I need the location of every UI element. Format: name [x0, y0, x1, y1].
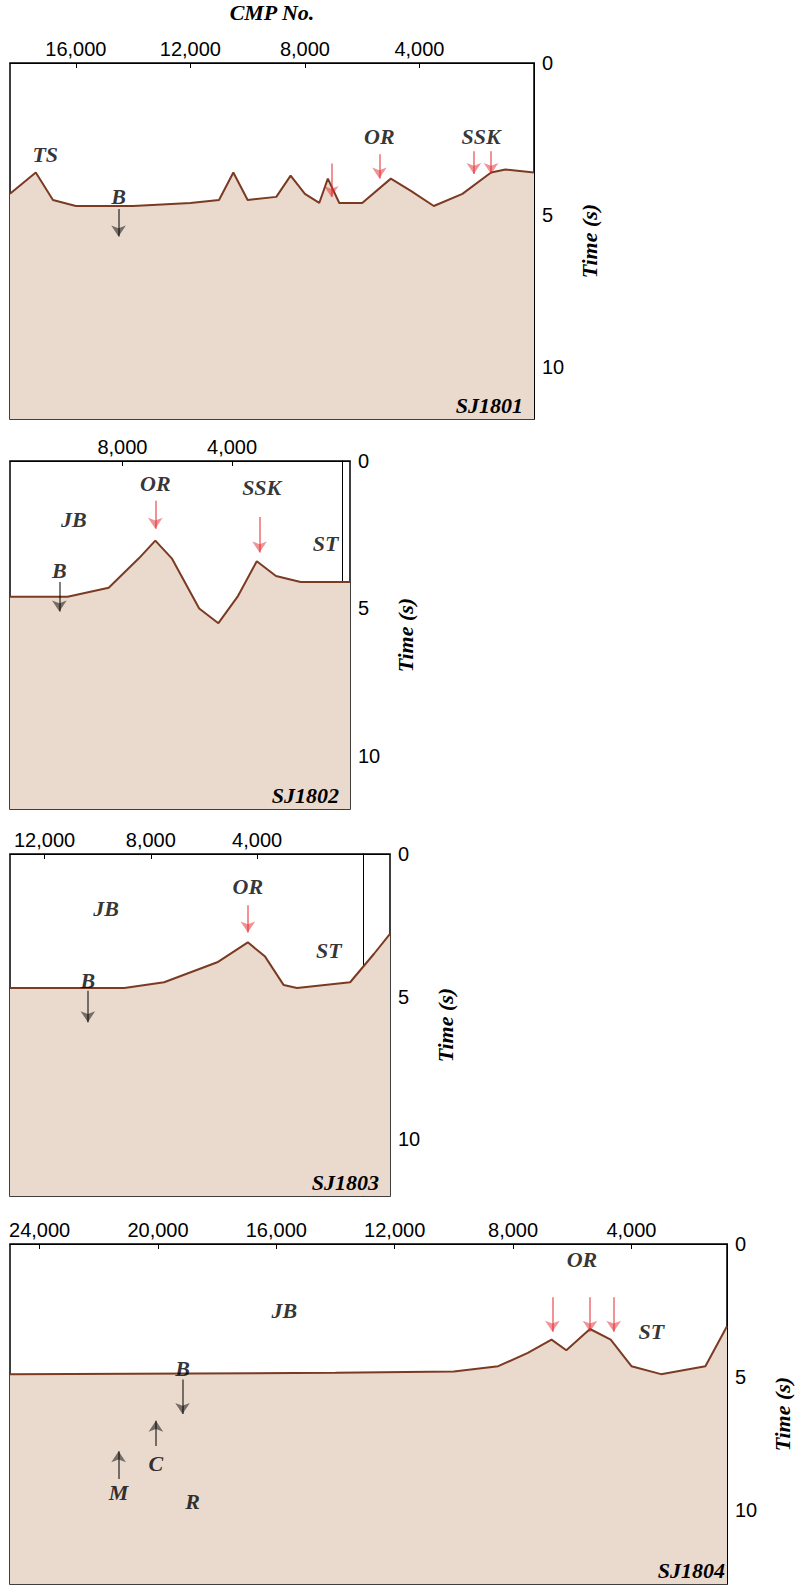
svg-text:JB: JB — [92, 896, 119, 921]
svg-text:OR: OR — [567, 1247, 598, 1272]
svg-text:B: B — [174, 1356, 190, 1381]
svg-text:TS: TS — [32, 142, 58, 167]
svg-text:OR: OR — [364, 124, 395, 149]
svg-text:SSK: SSK — [461, 124, 501, 149]
svg-text:12,000: 12,000 — [160, 38, 221, 60]
svg-text:5: 5 — [398, 986, 409, 1008]
svg-text:B: B — [110, 184, 126, 209]
svg-text:OR: OR — [140, 471, 171, 496]
svg-text:SJ1801: SJ1801 — [456, 393, 523, 418]
svg-text:SJ1803: SJ1803 — [312, 1170, 379, 1195]
svg-text:CMP No.: CMP No. — [230, 0, 315, 25]
svg-text:0: 0 — [542, 52, 553, 74]
svg-text:ST: ST — [316, 938, 343, 963]
svg-text:5: 5 — [358, 597, 369, 619]
svg-text:5: 5 — [735, 1366, 746, 1388]
svg-text:SJ1802: SJ1802 — [272, 783, 339, 808]
svg-text:SJ1804: SJ1804 — [658, 1558, 725, 1583]
svg-text:Time (s): Time (s) — [433, 988, 458, 1062]
svg-text:10: 10 — [735, 1499, 757, 1521]
svg-text:B: B — [80, 968, 96, 993]
svg-text:8,000: 8,000 — [126, 829, 176, 851]
svg-text:8,000: 8,000 — [280, 38, 330, 60]
svg-text:10: 10 — [542, 356, 564, 378]
svg-text:OR: OR — [233, 874, 264, 899]
svg-text:4,000: 4,000 — [207, 436, 257, 458]
svg-text:0: 0 — [358, 450, 369, 472]
svg-text:Time (s): Time (s) — [770, 1377, 795, 1451]
svg-text:JB: JB — [270, 1298, 297, 1323]
svg-text:5: 5 — [542, 204, 553, 226]
svg-text:16,000: 16,000 — [246, 1219, 307, 1241]
svg-text:4,000: 4,000 — [232, 829, 282, 851]
svg-text:B: B — [51, 558, 67, 583]
svg-text:8,000: 8,000 — [97, 436, 147, 458]
svg-text:SSK: SSK — [242, 475, 282, 500]
svg-text:C: C — [149, 1451, 164, 1476]
svg-text:R: R — [184, 1489, 200, 1514]
svg-text:4,000: 4,000 — [606, 1219, 656, 1241]
svg-text:8,000: 8,000 — [488, 1219, 538, 1241]
svg-text:10: 10 — [358, 745, 380, 767]
svg-text:4,000: 4,000 — [394, 38, 444, 60]
svg-text:Time (s): Time (s) — [577, 204, 602, 278]
svg-text:M: M — [108, 1480, 130, 1505]
svg-text:0: 0 — [398, 843, 409, 865]
svg-text:12,000: 12,000 — [364, 1219, 425, 1241]
svg-text:20,000: 20,000 — [127, 1219, 188, 1241]
svg-text:JB: JB — [60, 507, 87, 532]
svg-text:ST: ST — [638, 1319, 665, 1344]
svg-text:0: 0 — [735, 1233, 746, 1255]
svg-text:Time (s): Time (s) — [393, 598, 418, 672]
svg-text:24,000: 24,000 — [9, 1219, 70, 1241]
svg-text:10: 10 — [398, 1128, 420, 1150]
svg-text:16,000: 16,000 — [45, 38, 106, 60]
svg-text:12,000: 12,000 — [14, 829, 75, 851]
svg-text:ST: ST — [313, 531, 340, 556]
